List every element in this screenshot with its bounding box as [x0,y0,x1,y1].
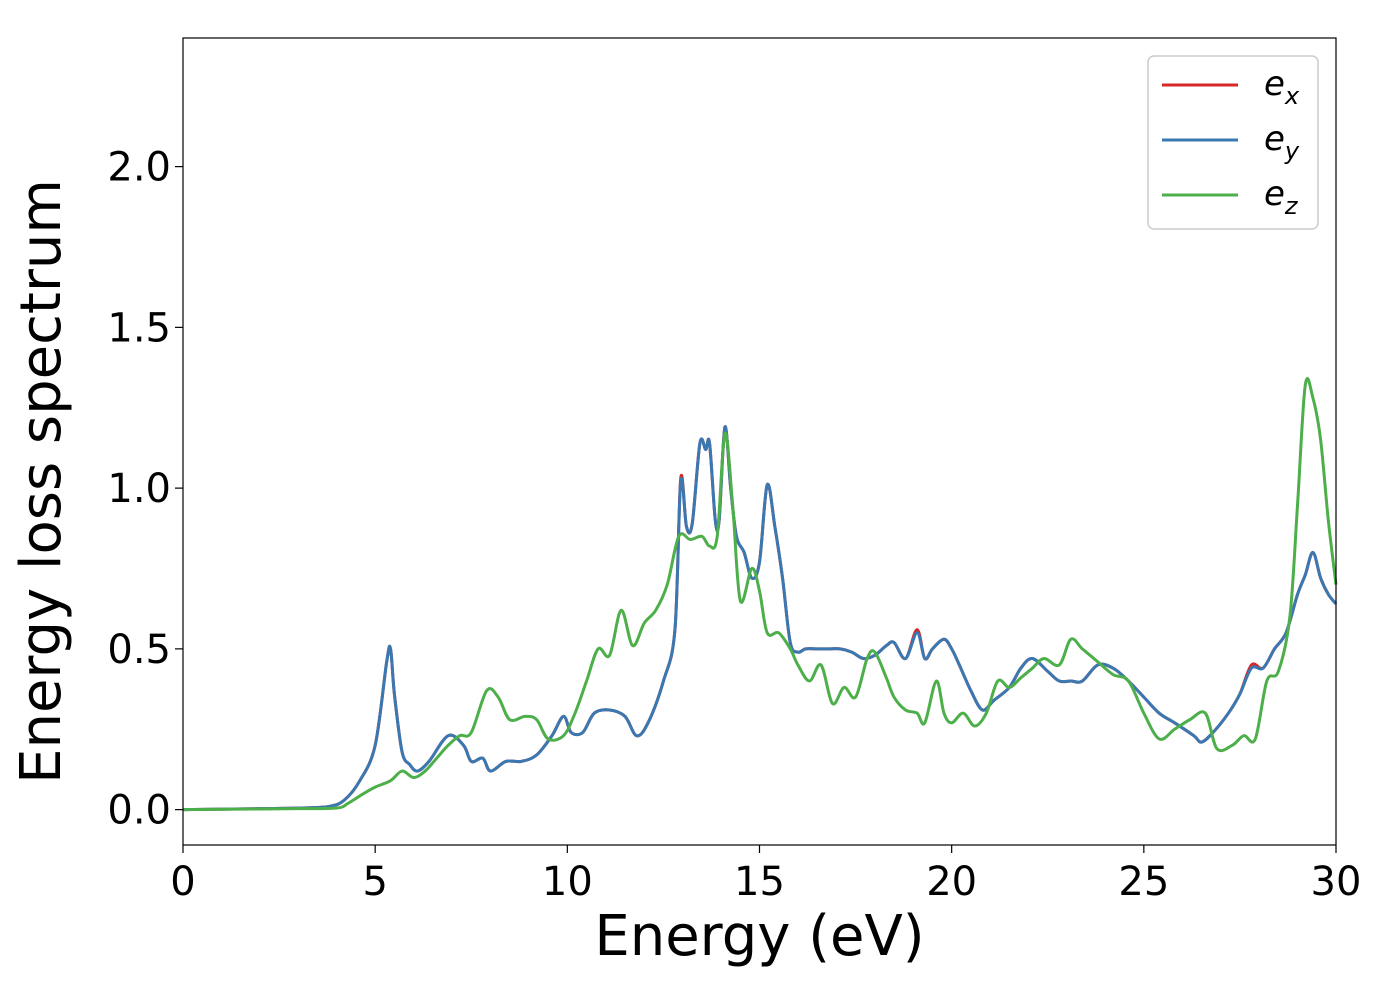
y-tick-label: 0.5 [107,627,171,673]
series-line-ez [182,377,1338,812]
legend-label-sub: z [1284,192,1299,220]
legend-label-base: e [1264,174,1285,214]
x-tick-label: 0 [170,859,195,905]
legend-label-sub: y [1284,137,1300,165]
x-tick-label: 25 [1118,859,1169,905]
x-tick-label: 30 [1311,859,1362,905]
y-axis-ticks: 0.0 0.5 1.0 1.5 2.0 [107,145,183,834]
x-tick-label: 15 [734,859,785,905]
x-tick-label: 10 [542,859,593,905]
y-tick-label: 1.5 [107,305,171,351]
legend-label-ey: ey [1264,119,1300,165]
y-axis-title: Energy loss spectrum [9,179,74,784]
x-axis-ticks: 0 5 10 15 20 25 30 [170,845,1361,905]
x-tick-label: 5 [362,859,387,905]
x-axis-title: Energy (eV) [594,904,924,969]
y-tick-label: 0.0 [107,788,171,834]
legend-box [1147,55,1319,230]
legend-label-base: e [1264,64,1285,104]
legend-label-ez: ez [1264,174,1299,220]
y-tick-label: 1.0 [107,466,171,512]
legend-label-sub: x [1284,82,1300,110]
legend-label-base: e [1264,119,1285,159]
legend-label-ex: ex [1264,64,1300,110]
series-layer [182,377,1338,812]
x-tick-label: 20 [926,859,977,905]
series-line-ey [182,425,1338,812]
y-tick-label: 2.0 [107,145,171,191]
